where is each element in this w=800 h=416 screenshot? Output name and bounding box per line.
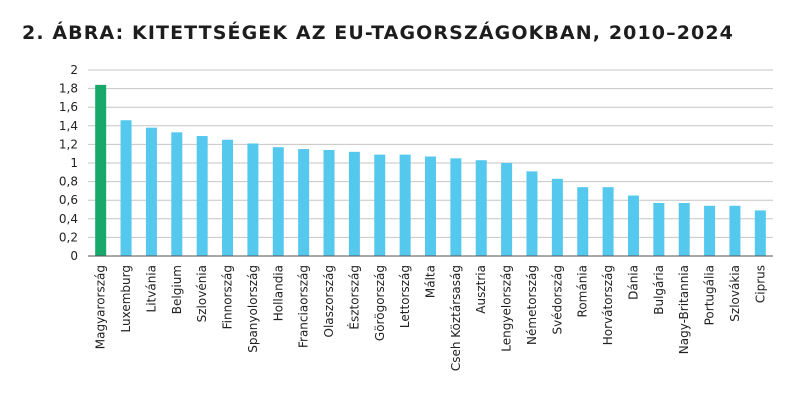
x-category-label: Spanyolország: [246, 265, 260, 353]
y-tick-label: 1,8: [59, 82, 78, 96]
y-tick-label: 1,4: [59, 119, 78, 133]
x-category-label: Ciprus: [753, 265, 767, 303]
bar: [374, 154, 386, 256]
x-category-label: Litvánia: [144, 265, 158, 312]
bar: [348, 151, 360, 256]
bar: [678, 202, 690, 256]
bar: [171, 132, 183, 256]
bar: [145, 127, 157, 256]
bar: [501, 163, 513, 256]
y-tick-label: 0,4: [59, 212, 78, 226]
x-category-label: Hollandia: [271, 265, 285, 321]
x-category-label: Svédország: [550, 265, 564, 335]
bar: [627, 195, 639, 256]
y-tick-label: 0,2: [59, 230, 78, 244]
bar: [602, 187, 614, 256]
bar: [704, 205, 716, 256]
y-axis-tick-labels: 0 0,2 0,4 0,6 0,8 1 1,2 1,4 1,6 1,8 2: [59, 63, 78, 263]
bar: [425, 156, 436, 256]
y-tick-label: 0,8: [59, 175, 78, 189]
x-category-label: Nagy-Britannia: [677, 265, 691, 354]
y-tick-label: 0: [70, 249, 78, 263]
x-category-label: Észtország: [346, 265, 361, 330]
x-category-label: Románia: [576, 265, 590, 317]
y-tick-label: 0,6: [59, 193, 78, 207]
bar: [196, 136, 208, 256]
x-category-label: Szlovákia: [728, 265, 742, 322]
y-tick-label: 1: [70, 156, 78, 170]
x-category-label: Szlovénia: [195, 265, 209, 322]
bar: [526, 171, 538, 256]
bar: [754, 210, 766, 256]
x-category-label: Luxemburg: [119, 265, 133, 332]
x-category-label: Bulgária: [652, 265, 666, 315]
x-category-label: Dánia: [626, 265, 640, 300]
bar: [298, 149, 310, 256]
x-category-label: Németország: [525, 265, 539, 345]
bar: [120, 120, 132, 256]
x-category-label: Finnország: [221, 265, 235, 329]
x-category-label: Belgium: [170, 265, 184, 314]
bars: [95, 84, 766, 256]
bar: [729, 205, 741, 256]
x-category-label: Olaszország: [322, 265, 336, 337]
x-category-label: Magyarország: [94, 265, 108, 349]
bar: [95, 84, 107, 256]
x-category-label: Ausztria: [474, 265, 488, 314]
x-category-label: Horvátország: [601, 265, 615, 345]
x-category-label: Görögország: [373, 265, 387, 341]
y-tick-label: 2: [70, 63, 78, 77]
bar: [222, 139, 234, 256]
bar: [272, 147, 284, 256]
x-category-label: Portugália: [703, 265, 717, 325]
x-axis-category-labels: Magyarország Luxemburg Litvánia Belgium Szlo…: [94, 265, 768, 371]
x-category-label: Málta: [424, 265, 438, 298]
y-tick-label: 1,2: [59, 137, 78, 151]
bar: [577, 187, 589, 256]
bar: [653, 202, 665, 256]
figure-title: 2. ÁBRA: KITETTSÉGEK AZ EU-TAGORSZÁGOKBA…: [22, 22, 734, 44]
bar: [551, 178, 563, 256]
bar: [450, 158, 462, 256]
bar: [475, 160, 487, 256]
x-category-label: Franciaország: [297, 265, 311, 348]
x-category-label: Lettország: [398, 265, 412, 328]
bar: [323, 149, 335, 256]
bar: [399, 154, 411, 256]
bar: [247, 143, 259, 256]
x-category-label: Cseh Köztársaság: [449, 265, 463, 371]
y-tick-label: 1,6: [59, 100, 78, 114]
x-category-label: Lengyelország: [500, 265, 514, 352]
